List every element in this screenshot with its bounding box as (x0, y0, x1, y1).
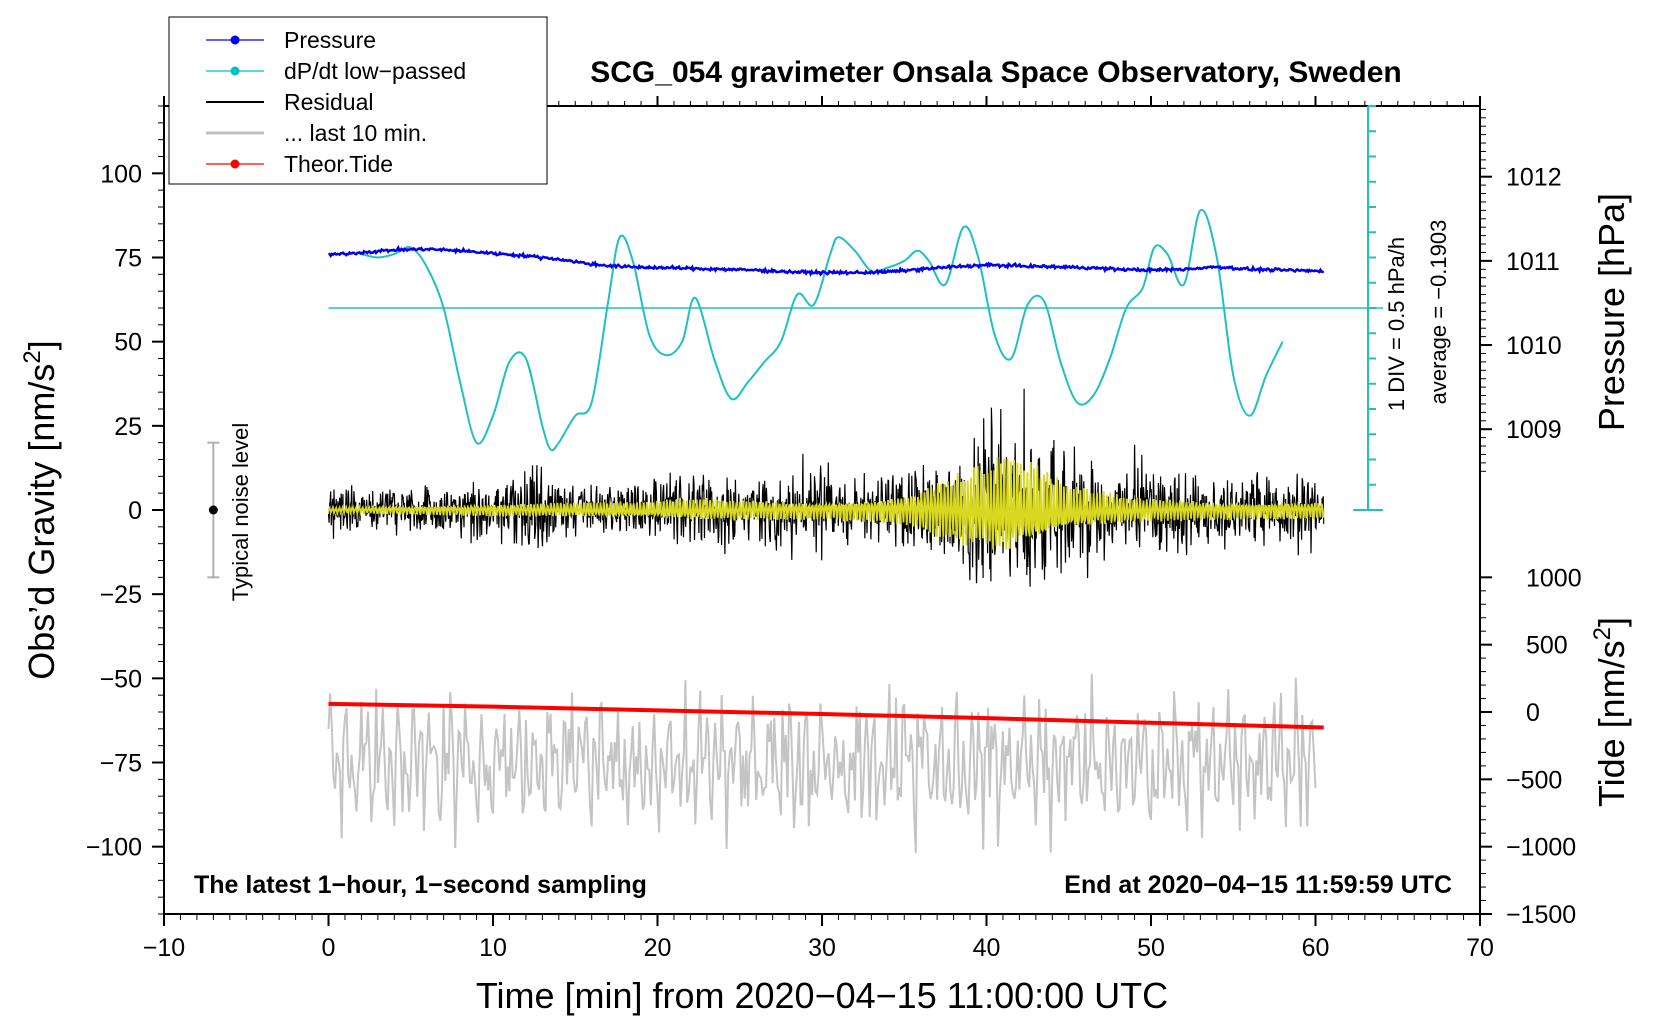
legend-marker (230, 159, 240, 169)
pressure-tick-label: 1012 (1506, 164, 1562, 192)
legend-marker (230, 35, 240, 45)
pressure-tick-label: 1009 (1506, 416, 1562, 444)
x-tick-label: 50 (1137, 934, 1165, 962)
series-last-10-min (327, 673, 1317, 853)
noise-bar-dot (208, 505, 218, 515)
y-tick-label: −25 (100, 581, 142, 609)
x-tick-label: 40 (973, 934, 1001, 962)
series-residual (327, 388, 1325, 587)
series-residual-filtered (327, 456, 1325, 550)
y-axis-label-left: Obs’d Gravity [nm/s2] (19, 340, 62, 679)
y-tick-label: 100 (100, 160, 142, 188)
legend: Pressure dP/dt low−passed Residual ... last… (168, 16, 548, 185)
tide-tick-label: −500 (1506, 766, 1562, 794)
legend-label: Pressure (284, 27, 376, 53)
y-tick-label: 25 (114, 413, 142, 441)
y-tick-label: 75 (114, 245, 142, 273)
x-tick-label: 0 (322, 934, 336, 962)
residual-line (327, 388, 1325, 587)
y-tick-label: 0 (128, 497, 142, 525)
y-axis-label-pressure: Pressure [hPa] (1591, 193, 1632, 431)
noise-level-bar (207, 441, 220, 579)
series-dpdt (361, 209, 1284, 452)
pressure-tick-label: 1011 (1506, 248, 1560, 276)
x-tick-label: −10 (143, 934, 185, 962)
pressure-line (327, 244, 1325, 277)
series-theoretical-tide (328, 701, 1324, 730)
x-tick-label: 70 (1466, 934, 1494, 962)
y-axis-label-tide: Tide [nm/s2] (1589, 617, 1632, 807)
x-axis: −10 0 10 20 30 40 50 60 70 (143, 96, 1494, 962)
series-pressure (327, 244, 1325, 277)
x-tick-label: 30 (808, 934, 836, 962)
y-axis-left: −100 −75 −50 −25 0 25 50 75 100 (86, 105, 164, 915)
y-tick-label: −50 (100, 665, 142, 693)
y-tick-label: 50 (114, 329, 142, 357)
y-axis-pressure: 1009 1010 1011 1012 (1480, 108, 1562, 472)
footer-left: The latest 1−hour, 1−second sampling (194, 871, 647, 899)
dpdt-average-label: average = −0.1903 (1426, 220, 1451, 405)
noise-level-label: Typical noise level (228, 423, 253, 602)
legend-marker (230, 66, 240, 76)
dpdt-ruler (328, 105, 1383, 511)
dpdt-div-label: 1 DIV = 0.5 hPa/h (1384, 237, 1409, 411)
tide-tick-label: −1000 (1506, 834, 1576, 862)
y-axis-tide: −1500 −1000 −500 0 500 1000 (1480, 564, 1582, 929)
last-10-min-line (327, 673, 1317, 853)
y-tick-label: −100 (86, 834, 142, 862)
x-tick-label: 20 (644, 934, 672, 962)
pressure-tick-label: 1010 (1506, 332, 1562, 360)
chart-title: SCG_054 gravimeter Onsala Space Observat… (590, 56, 1402, 89)
legend-label: Theor.Tide (284, 151, 393, 177)
footer-right: End at 2020−04−15 11:59:59 UTC (1064, 871, 1452, 899)
x-tick-label: 60 (1302, 934, 1330, 962)
legend-label: ... last 10 min. (284, 120, 427, 146)
x-axis-label: Time [min] from 2020−04−15 11:00:00 UTC (476, 975, 1168, 1016)
x-tick-label: 10 (479, 934, 507, 962)
tide-tick-label: 0 (1526, 699, 1540, 727)
tide-line (328, 701, 1324, 730)
tide-tick-label: 1000 (1526, 564, 1582, 592)
tide-tick-label: −1500 (1506, 901, 1576, 929)
legend-label: Residual (284, 89, 374, 115)
y-tick-label: −75 (100, 750, 142, 778)
dpdt-line (361, 209, 1284, 452)
legend-box (168, 16, 548, 185)
residual-filtered-line (327, 456, 1325, 550)
tide-tick-label: 500 (1526, 632, 1568, 660)
legend-label: dP/dt low−passed (284, 58, 466, 84)
